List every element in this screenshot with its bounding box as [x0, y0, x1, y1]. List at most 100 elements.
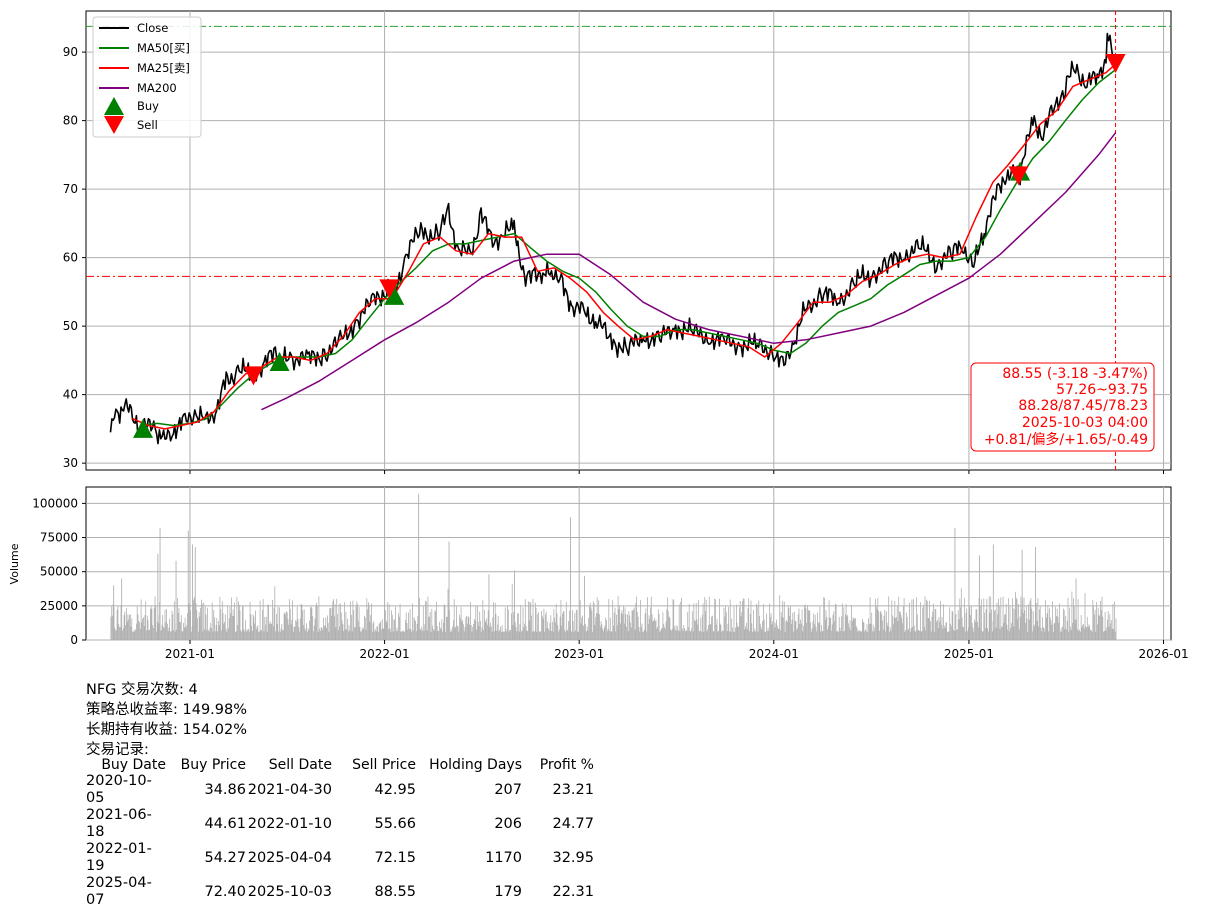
volume-bar	[656, 628, 658, 640]
volume-bar	[536, 631, 538, 640]
volume-bar	[185, 627, 187, 640]
volume-bar	[467, 616, 469, 640]
volume-bar	[1051, 624, 1053, 640]
volume-bar	[902, 623, 903, 640]
volume-bar	[990, 596, 992, 640]
volume-bar	[633, 607, 635, 640]
volume-bar	[607, 628, 609, 640]
volume-bar	[323, 625, 325, 640]
volume-bar	[576, 609, 578, 640]
volume-bar	[610, 631, 612, 640]
trade-records-table: Buy Date Buy Price Sell Date Sell Price …	[86, 757, 594, 909]
volume-bar	[960, 588, 962, 640]
volume-bar	[572, 610, 573, 640]
volume-bar	[730, 631, 732, 640]
volume-bar	[314, 618, 316, 640]
volume-bar	[327, 615, 328, 640]
volume-bar	[489, 627, 491, 640]
volume-bar	[402, 630, 404, 640]
volume-bar	[245, 620, 246, 640]
volume-bar	[907, 630, 909, 640]
volume-bar	[632, 610, 634, 640]
volume-bar	[1089, 625, 1091, 640]
volume-bar	[804, 604, 806, 640]
volume-bar	[1100, 610, 1102, 640]
volume-bar	[914, 630, 916, 640]
volume-bar	[170, 631, 171, 640]
volume-bar	[430, 631, 432, 640]
volume-bar	[851, 604, 852, 640]
volume-bar	[434, 610, 436, 640]
volume-bar	[219, 596, 221, 640]
volume-bar	[759, 623, 761, 640]
volume-bar	[144, 615, 146, 640]
volume-bar	[936, 621, 937, 640]
volume-bar	[1001, 626, 1002, 640]
volume-bar	[592, 631, 593, 640]
volume-bar	[553, 609, 555, 640]
volume-bar	[438, 630, 440, 640]
volume-bar	[146, 615, 148, 640]
volume-bar	[522, 607, 524, 640]
volume-bar	[599, 614, 600, 640]
volume-bar	[718, 630, 719, 640]
volume-bar	[969, 606, 971, 640]
volume-bar	[346, 629, 348, 640]
volume-bar	[863, 622, 865, 640]
volume-bars	[110, 493, 1117, 640]
volume-bar	[1079, 629, 1080, 640]
volume-bar	[667, 611, 669, 640]
volume-bar	[876, 609, 878, 640]
volume-bar	[1080, 615, 1082, 640]
sell-marker	[1105, 54, 1126, 74]
volume-bar	[986, 598, 988, 640]
volume-bar	[149, 629, 150, 640]
volume-bar	[783, 601, 785, 640]
volume-bar	[389, 628, 391, 640]
volume-bar	[1024, 610, 1026, 640]
volume-bar	[370, 615, 372, 640]
volume-bar	[870, 623, 872, 640]
volume-bar	[1108, 627, 1110, 640]
volume-bar	[906, 617, 908, 640]
volume-bar	[828, 600, 830, 640]
volume-bar	[167, 623, 168, 640]
volume-bar	[1007, 629, 1009, 640]
volume-bar	[582, 625, 584, 640]
volume-bar	[877, 598, 879, 640]
volume-bar	[160, 630, 162, 640]
table-row: 2022-01-19 54.27 2025-04-04 72.15 1170 3…	[86, 841, 594, 875]
volume-bar	[1046, 613, 1048, 640]
volume-bar	[608, 599, 610, 640]
legend-ma50-label: MA50[买]	[137, 41, 190, 55]
price-y-tick-label: 70	[63, 182, 78, 196]
col-buy-date: Buy Date	[101, 757, 166, 773]
volume-bar	[1093, 614, 1095, 640]
volume-bar	[681, 597, 682, 640]
volume-bar	[342, 624, 344, 640]
volume-bar	[406, 623, 408, 640]
volume-bar	[916, 597, 917, 640]
volume-bar	[862, 621, 864, 640]
volume-bar	[170, 631, 172, 640]
info-annotation: 88.55 (-3.18 -3.47%) 57.26~93.75 88.28/8…	[970, 362, 1155, 452]
volume-bar	[952, 611, 954, 640]
volume-bar	[245, 631, 247, 640]
volume-bar	[709, 624, 711, 640]
volume-bar	[951, 610, 953, 640]
volume-bar	[738, 626, 740, 640]
legend-ma200-label: MA200	[137, 81, 177, 95]
volume-bar	[878, 611, 879, 640]
volume-bar	[462, 619, 464, 640]
volume-bar	[688, 603, 690, 640]
volume-bar	[663, 623, 665, 640]
volume-bar	[324, 625, 326, 640]
volume-bar	[833, 611, 835, 640]
volume-bar	[120, 604, 122, 640]
volume-bar	[642, 631, 644, 640]
volume-bar	[1083, 624, 1084, 640]
volume-bar	[397, 630, 399, 640]
volume-bar	[652, 621, 654, 640]
volume-bar	[161, 624, 163, 640]
volume-bar	[794, 621, 796, 640]
